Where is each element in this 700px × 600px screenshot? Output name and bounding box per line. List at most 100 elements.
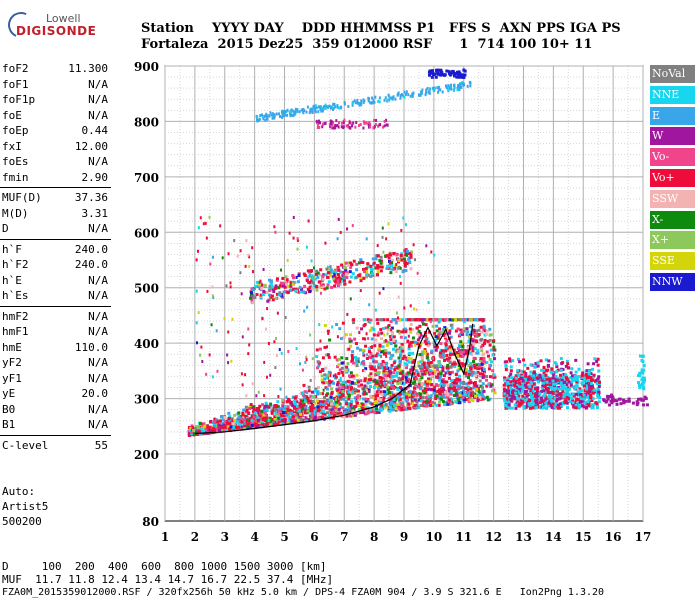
echo-point <box>595 402 599 406</box>
echo-point <box>268 284 272 288</box>
echo-point <box>564 379 568 383</box>
y-tick-label: 80 <box>142 515 159 529</box>
echo-point <box>406 385 410 389</box>
echo-point <box>459 340 463 344</box>
echo-point <box>376 333 380 337</box>
echo-point <box>512 379 516 383</box>
echo-point <box>316 405 320 409</box>
echo-point <box>426 398 430 402</box>
echo-point <box>543 385 547 389</box>
echo-point <box>282 409 286 413</box>
echo-point <box>326 283 330 287</box>
echo-point <box>538 392 542 396</box>
echo-point <box>554 402 558 406</box>
param-value: N/A <box>88 77 108 91</box>
echo-point <box>423 351 427 355</box>
echo-point <box>424 93 427 97</box>
echo-point <box>223 425 227 429</box>
echo-point <box>271 417 275 421</box>
echo-point <box>377 401 381 405</box>
echo-point <box>534 362 538 366</box>
echo-point <box>408 390 412 394</box>
echo-point <box>559 382 563 386</box>
echo-point <box>337 372 341 376</box>
echo-point <box>473 381 477 385</box>
echo-point <box>345 124 348 128</box>
echo-point <box>407 93 410 97</box>
echo-point <box>567 380 571 384</box>
echo-point <box>578 390 582 394</box>
echo-point <box>438 327 442 331</box>
echo-point <box>462 382 466 386</box>
echo-point <box>391 318 395 322</box>
echo-point <box>322 381 326 385</box>
echo-point <box>260 283 264 287</box>
echo-point <box>289 411 293 415</box>
echo-point <box>401 377 405 381</box>
echo-point <box>394 270 398 274</box>
echo-point <box>332 277 336 281</box>
echo-point <box>362 270 366 274</box>
echo-point <box>421 88 424 92</box>
echo-point <box>437 378 441 382</box>
echo-point <box>387 328 391 332</box>
echo-point <box>377 397 381 401</box>
echo-point <box>342 125 345 129</box>
echo-point <box>508 394 512 398</box>
echo-point <box>394 321 398 325</box>
echo-point <box>413 365 417 369</box>
echo-point <box>379 269 383 273</box>
echo-point <box>512 383 516 387</box>
param-value: 3.31 <box>81 206 109 220</box>
echo-point <box>309 405 313 409</box>
echo-point <box>638 371 642 375</box>
echo-point <box>262 413 266 417</box>
echo-point <box>347 394 351 398</box>
echo-point <box>578 387 582 391</box>
echo-point <box>333 396 337 400</box>
echo-point <box>291 274 295 278</box>
echo-point <box>307 385 311 389</box>
echo-point <box>354 361 358 365</box>
echo-point <box>284 275 288 279</box>
echo-point <box>480 337 484 341</box>
echo-point <box>316 392 320 396</box>
echo-point <box>524 374 528 378</box>
echo-point <box>485 384 489 388</box>
x-tick-label: 10 <box>426 530 443 544</box>
echo-point <box>615 399 619 403</box>
echo-point <box>288 415 292 419</box>
echo-point <box>544 406 548 410</box>
echo-point <box>352 387 356 391</box>
echo-point <box>237 427 241 431</box>
echo-point <box>377 410 381 414</box>
echo-point <box>554 362 558 366</box>
echo-point <box>220 415 224 419</box>
echo-point <box>275 413 279 417</box>
echo-point <box>553 361 557 365</box>
echo-point <box>318 417 322 421</box>
echo-point <box>190 424 194 428</box>
echo-point <box>296 418 300 422</box>
echo-point <box>406 406 410 410</box>
echo-point <box>305 110 308 114</box>
echo-point <box>248 420 252 424</box>
echo-point <box>345 271 349 275</box>
echo-point <box>637 381 641 385</box>
echo-point <box>367 350 371 354</box>
echo-point <box>340 388 344 392</box>
echo-point <box>505 394 509 398</box>
echo-point <box>460 362 464 366</box>
echo-point <box>362 397 366 401</box>
echo-point <box>533 392 537 396</box>
echo-point <box>310 413 314 417</box>
echo-point <box>404 253 408 257</box>
echo-point <box>433 401 437 405</box>
echo-point <box>476 397 480 401</box>
echo-point <box>301 418 305 422</box>
echo-point <box>300 108 303 112</box>
echo-point <box>364 399 368 403</box>
echo-point <box>465 349 469 353</box>
echo-point <box>230 428 234 432</box>
echo-point <box>407 258 411 262</box>
